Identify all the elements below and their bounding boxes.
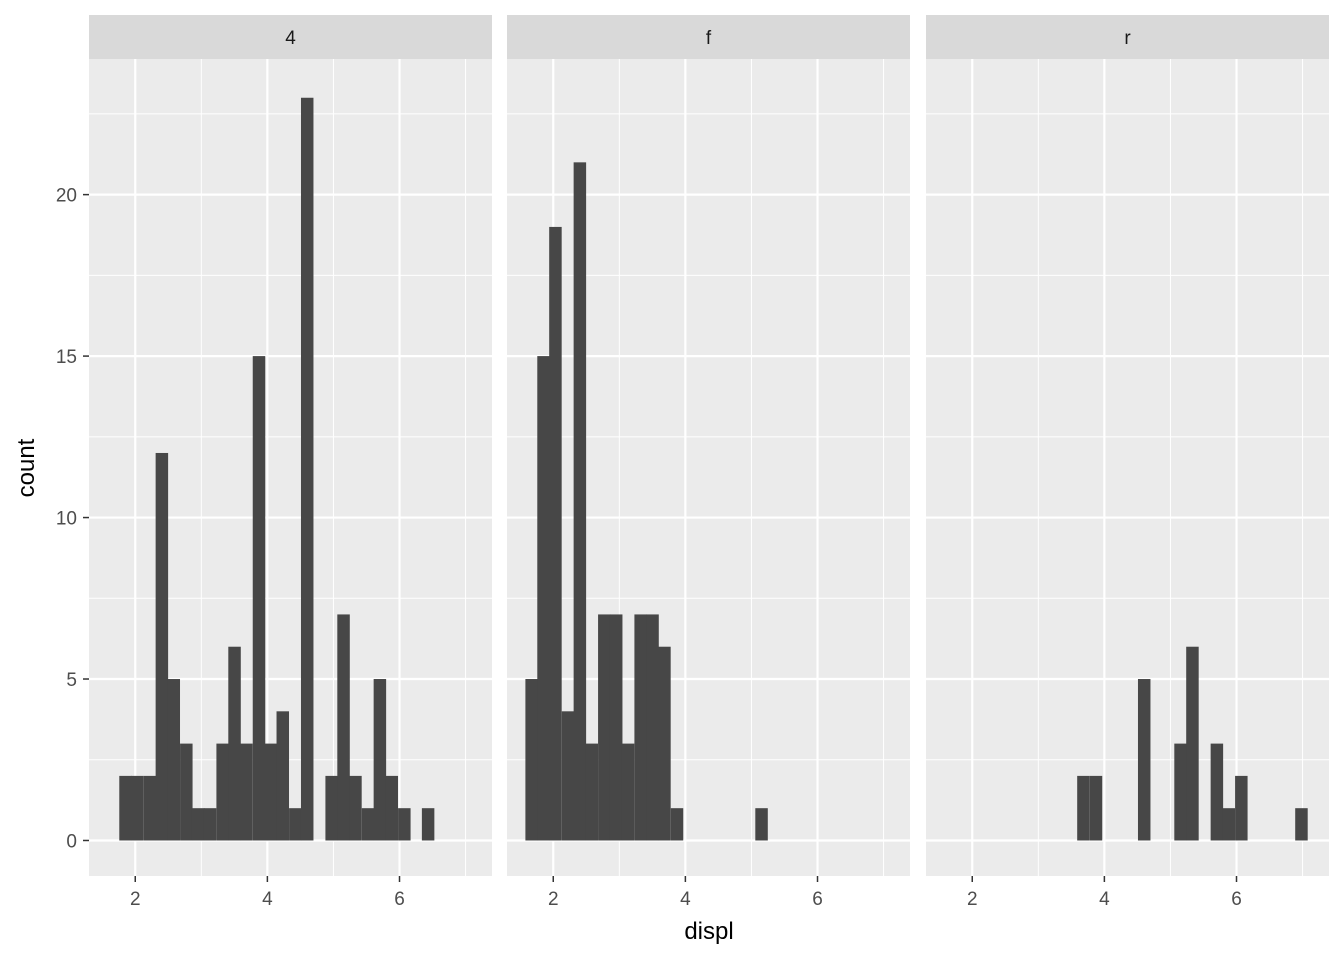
facet-panel-r: r 2 4 6 [926,15,1329,910]
x-tick-label: 6 [812,889,823,910]
histogram-bar [276,711,290,841]
histogram-bar [421,808,435,841]
facet-strip [926,15,1329,59]
facet-panels: 4 2 4 6 0 5 10 15 20 f 2 4 6 r 2 4 6 [56,15,1329,910]
histogram-bar [300,97,314,841]
facet-strip-label: f [706,28,712,49]
histogram-bar [1174,743,1187,841]
histogram-bar [1295,808,1308,841]
histogram-bar [621,743,635,841]
y-tick-label: 5 [66,670,77,691]
x-axis-title: displ [684,918,733,945]
histogram-bar [1186,646,1199,841]
facet-panel-4: 4 2 4 6 0 5 10 15 20 [56,15,492,910]
histogram-bar [1210,743,1224,841]
histogram-bar [646,614,659,841]
panel-background [89,59,492,876]
histogram-bar [180,743,193,841]
histogram-bar [398,808,411,841]
histogram-bar [119,775,132,841]
histogram-bar [1235,775,1248,841]
x-tick-label: 4 [1099,889,1110,910]
histogram-bar [1077,775,1090,841]
x-tick-label: 6 [1231,889,1242,910]
histogram-bar [131,775,144,841]
histogram-bar [537,356,550,841]
y-tick-label: 15 [56,347,77,368]
histogram-bar [525,679,538,841]
histogram-bar [1222,808,1236,841]
x-tick-label: 2 [967,889,978,910]
histogram-bar [155,452,169,841]
histogram-bar [289,808,302,841]
histogram-bar [203,808,217,841]
facet-strip-label: r [1124,28,1131,49]
facet-panel-f: f 2 4 6 [507,15,910,910]
panel-background [926,59,1329,876]
histogram-bar [609,614,623,841]
histogram-bar [658,646,671,841]
histogram-bar [228,646,241,841]
x-tick-label: 4 [680,889,691,910]
histogram-bar [167,679,181,841]
y-axis-title: count [13,438,40,497]
histogram-bar [1137,679,1151,841]
y-tick-label: 10 [56,509,77,530]
histogram-bar [143,775,157,841]
histogram-bar [337,614,350,841]
histogram-bar [598,614,611,841]
histogram-bar [585,743,599,841]
x-tick-label: 4 [262,889,273,910]
histogram-bar [191,808,205,841]
x-tick-label: 6 [394,889,405,910]
histogram-bar [670,808,684,841]
histogram-bar [325,775,338,841]
y-tick-label: 20 [56,186,77,207]
histogram-bar [361,808,375,841]
histogram-bar [349,775,362,841]
histogram-bar [264,743,278,841]
facet-strip [89,15,492,59]
facet-strip-label: 4 [285,28,296,49]
y-tick-label: 0 [66,831,77,852]
x-tick-label: 2 [548,889,559,910]
histogram-bar [549,226,562,841]
histogram-bar [373,679,387,841]
histogram-bar [561,711,575,841]
facet-strip [507,15,910,59]
histogram-bar [1089,775,1103,841]
x-tick-label: 2 [130,889,141,910]
histogram-bar [216,743,229,841]
histogram-bar [240,743,253,841]
histogram-bar [252,356,266,841]
histogram-bar [755,808,768,841]
histogram-bar [634,614,647,841]
histogram-bar [573,162,587,841]
histogram-bar [385,775,399,841]
